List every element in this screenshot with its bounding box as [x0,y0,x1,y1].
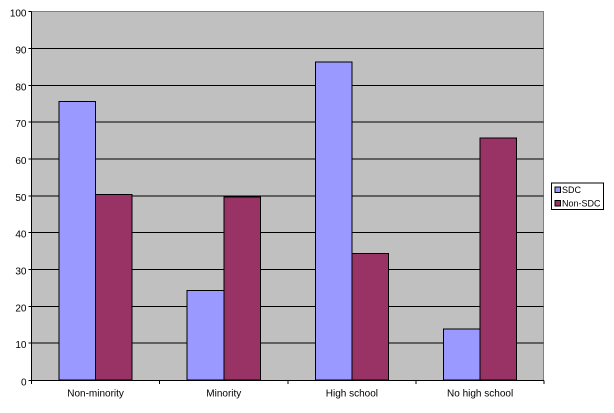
svg-text:50: 50 [15,193,27,204]
svg-text:20: 20 [15,303,27,314]
svg-text:No high school: No high school [447,389,513,400]
svg-text:100: 100 [10,9,27,20]
svg-text:0: 0 [21,377,27,388]
svg-text:Minority: Minority [206,389,241,400]
svg-text:40: 40 [15,230,27,241]
svg-text:10: 10 [15,340,27,351]
svg-text:Non-minority: Non-minority [67,389,124,400]
svg-text:70: 70 [15,119,27,130]
svg-text:Non-SDC: Non-SDC [562,199,601,209]
svg-text:SDC: SDC [562,185,582,195]
svg-text:30: 30 [15,266,27,277]
svg-text:80: 80 [15,82,27,93]
svg-text:60: 60 [15,156,27,167]
svg-text:High school: High school [326,389,378,400]
svg-text:90: 90 [15,46,27,57]
